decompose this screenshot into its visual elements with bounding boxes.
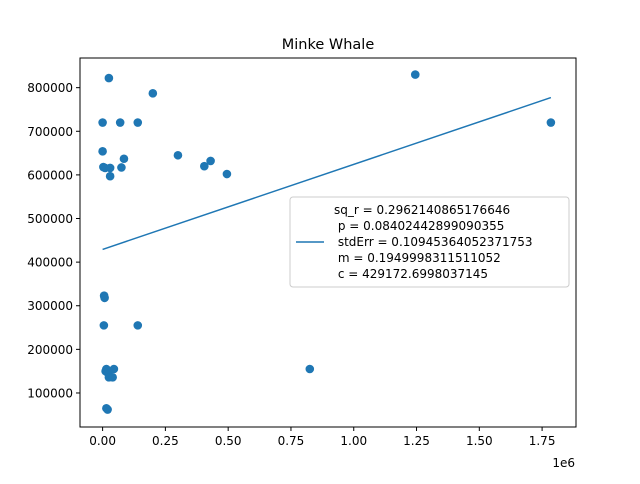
x-tick-label: 0.50 xyxy=(215,434,242,448)
data-point xyxy=(98,147,107,156)
legend: sq_r = 0.2962140865176646 p = 0.08402442… xyxy=(289,196,570,288)
x-offset-label: 1e6 xyxy=(552,456,575,470)
data-point xyxy=(100,293,109,303)
y-tick-label: 600000 xyxy=(27,168,73,182)
y-tick-label: 800000 xyxy=(27,81,73,95)
plot-frame xyxy=(79,57,577,428)
y-tick-label: 500000 xyxy=(27,212,73,226)
data-point xyxy=(173,150,183,160)
legend-box xyxy=(289,196,570,288)
data-point xyxy=(117,163,126,172)
x-tick-label: 0.25 xyxy=(152,434,179,448)
data-point xyxy=(206,156,215,166)
x-tick-label: 1.25 xyxy=(403,434,430,448)
x-tick-label: 1.00 xyxy=(340,434,367,448)
y-tick-label: 100000 xyxy=(27,386,73,400)
data-point xyxy=(105,171,115,181)
data-point xyxy=(119,154,129,164)
x-axis: 0.00 0.25 0.50 0.75 1.00 1.25 1.50 1.75 xyxy=(89,427,555,448)
data-point xyxy=(98,118,107,127)
data-point xyxy=(103,405,112,414)
x-tick-label: 0.00 xyxy=(89,434,116,448)
legend-line-4: m = 0.1949998311511052 xyxy=(334,251,501,265)
data-point xyxy=(133,118,143,127)
y-tick-label: 200000 xyxy=(27,343,73,357)
legend-line-1: sq_r = 0.2962140865176646 xyxy=(334,203,510,217)
y-tick-label: 300000 xyxy=(27,299,73,313)
data-point xyxy=(546,118,556,127)
data-point xyxy=(133,321,143,330)
data-point xyxy=(109,364,119,374)
y-tick-label: 700000 xyxy=(27,125,73,139)
fit-line xyxy=(102,96,552,251)
data-point xyxy=(148,89,158,98)
legend-line-2: p = 0.08402442899090355 xyxy=(334,219,504,233)
chart-title: Minke Whale xyxy=(282,37,375,53)
data-point xyxy=(115,118,125,127)
y-axis: 100000 200000 300000 400000 500000 600000 7000… xyxy=(27,81,80,400)
data-point xyxy=(104,73,114,83)
data-point xyxy=(305,364,315,374)
legend-text: sq_r = 0.2962140865176646 p = 0.08402442… xyxy=(334,203,533,281)
data-point xyxy=(99,321,109,330)
x-tick-label: 1.50 xyxy=(466,434,493,448)
data-point xyxy=(108,372,117,382)
data-point xyxy=(200,161,209,171)
fit-line-layer xyxy=(102,96,552,251)
x-tick-label: 0.75 xyxy=(278,434,305,448)
legend-line-5: c = 429172.6998037145 xyxy=(334,267,488,281)
legend-line-3: stdErr = 0.10945364052371753 xyxy=(334,235,533,249)
data-point xyxy=(410,70,420,79)
data-point xyxy=(222,169,232,179)
x-tick-label: 1.75 xyxy=(529,434,556,448)
points-layer xyxy=(98,70,556,414)
data-point xyxy=(105,163,115,173)
y-tick-label: 400000 xyxy=(27,256,73,270)
